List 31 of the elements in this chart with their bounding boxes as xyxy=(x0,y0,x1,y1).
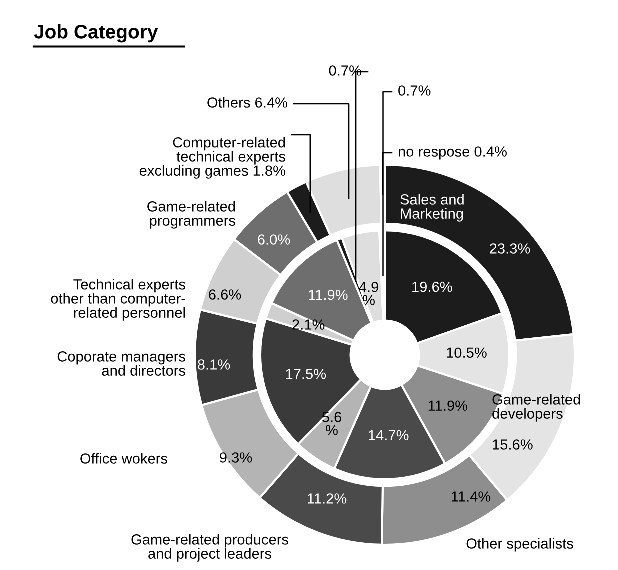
slice-label: Technical experts other than computer- related personnel xyxy=(51,279,186,321)
slice-label: no respose 0.4% xyxy=(398,146,507,160)
data-label: 11.4% xyxy=(452,492,491,502)
slice-label: Game-related programmers xyxy=(148,201,236,229)
data-label: 14.7% xyxy=(369,430,409,440)
data-label: 2.1% xyxy=(292,320,325,330)
slice-label: Coporate managers and directors xyxy=(58,352,186,376)
data-label: 11.9% xyxy=(428,400,468,412)
slice-label: Other specialists xyxy=(466,538,574,552)
data-label: 9.3% xyxy=(220,452,252,463)
data-label: 6.6% xyxy=(209,290,242,300)
data-label: 6.0% xyxy=(258,234,290,245)
data-label: 8.1% xyxy=(198,360,230,370)
slice-label: Game-related producers and project leaders xyxy=(132,534,289,562)
slice-label: Others 6.4% xyxy=(208,97,288,108)
data-label: 23.3% xyxy=(490,244,530,254)
slice-label: Computer-related technical experts excluding games 1.8% xyxy=(140,137,286,179)
slice-label: Office wokers xyxy=(80,453,168,464)
data-label: 19.6% xyxy=(412,282,452,292)
data-label: 0.7% xyxy=(329,66,362,76)
slice-label: Game-related developers xyxy=(492,394,580,422)
slice-label: Sales and Marketing xyxy=(400,194,464,222)
data-label: 11.9% xyxy=(309,290,348,300)
data-label: 11.2% xyxy=(308,494,347,504)
data-label: 17.5% xyxy=(286,369,326,380)
data-label: 15.6% xyxy=(493,440,533,450)
data-label: 5.6 % xyxy=(322,412,342,436)
data-label: 10.5% xyxy=(447,348,487,358)
data-label: 4.9 % xyxy=(359,282,378,306)
data-label: 0.7% xyxy=(398,86,431,96)
chart-title: Job Category xyxy=(34,24,158,43)
